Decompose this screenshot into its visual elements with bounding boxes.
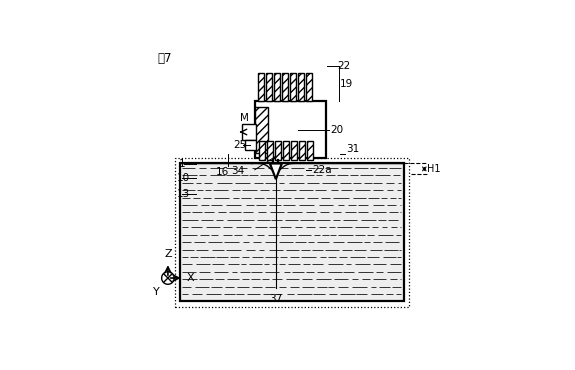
Text: Z: Z bbox=[164, 249, 172, 259]
Bar bbox=[275, 141, 281, 160]
Bar bbox=[297, 73, 304, 101]
Text: X: X bbox=[187, 273, 194, 283]
Text: Y: Y bbox=[154, 286, 160, 297]
Text: 25: 25 bbox=[233, 140, 247, 150]
Bar bbox=[259, 141, 265, 160]
Bar bbox=[180, 164, 404, 302]
Text: 34: 34 bbox=[231, 166, 244, 176]
Text: 37: 37 bbox=[269, 294, 282, 304]
Bar bbox=[307, 141, 313, 160]
Bar bbox=[267, 141, 273, 160]
Text: 20: 20 bbox=[330, 125, 343, 135]
Text: 31: 31 bbox=[346, 144, 359, 154]
Bar bbox=[255, 107, 267, 153]
Text: 1: 1 bbox=[179, 159, 186, 169]
Text: 13: 13 bbox=[177, 189, 190, 199]
Text: 22a: 22a bbox=[312, 165, 331, 175]
Polygon shape bbox=[270, 164, 282, 179]
Bar bbox=[283, 141, 289, 160]
Text: M: M bbox=[240, 114, 250, 124]
Text: 10: 10 bbox=[177, 173, 190, 183]
Bar bbox=[245, 139, 256, 150]
Text: 囷7: 囷7 bbox=[158, 51, 172, 64]
Bar bbox=[175, 158, 409, 306]
Bar bbox=[242, 124, 256, 140]
Bar bbox=[282, 73, 288, 101]
Bar bbox=[291, 141, 297, 160]
Text: 19: 19 bbox=[340, 79, 354, 89]
Text: 16: 16 bbox=[216, 167, 229, 177]
Bar bbox=[290, 73, 296, 101]
Bar bbox=[274, 73, 280, 101]
Text: 22: 22 bbox=[337, 61, 350, 71]
Text: H1: H1 bbox=[427, 164, 440, 174]
Bar bbox=[255, 101, 326, 158]
Bar bbox=[305, 73, 312, 101]
Bar bbox=[258, 73, 264, 101]
Bar bbox=[299, 141, 305, 160]
Bar bbox=[266, 73, 272, 101]
